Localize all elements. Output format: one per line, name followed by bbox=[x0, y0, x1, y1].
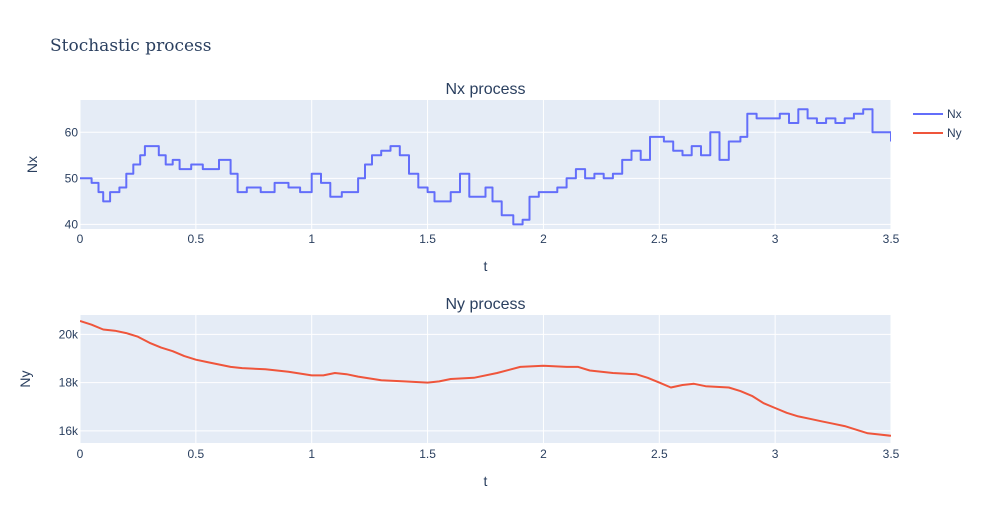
x-tick-label: 3 bbox=[772, 447, 779, 461]
x-tick-label: 0 bbox=[77, 447, 84, 461]
y-tick-label: 60 bbox=[65, 125, 79, 139]
x-tick-label: 2 bbox=[540, 447, 547, 461]
x-tick-label: 3 bbox=[772, 232, 779, 246]
x-tick-label: 2.5 bbox=[651, 232, 668, 246]
y-tick-label: 20k bbox=[59, 327, 79, 341]
plot-area bbox=[80, 315, 891, 443]
series-line-ny bbox=[80, 320, 891, 437]
plot-area bbox=[80, 100, 891, 229]
x-tick-label: 0 bbox=[77, 232, 84, 246]
x-tick-label: 1.5 bbox=[419, 447, 436, 461]
x-axis-title: t bbox=[484, 258, 488, 274]
legend-label-nx: Nx bbox=[947, 107, 962, 121]
x-tick-label: 1 bbox=[308, 232, 315, 246]
subplot-title: Ny process bbox=[445, 296, 525, 313]
nx-subplot: 0 0.5 1 1.5 2 2.5 3 3.5 40 50 60 Nx process t Nx bbox=[24, 81, 900, 274]
y-axis-title: Ny bbox=[17, 370, 33, 387]
x-tick-label: 1 bbox=[308, 447, 315, 461]
figure-title: Stochastic process bbox=[50, 36, 212, 56]
legend-label-ny: Ny bbox=[947, 126, 962, 140]
x-axis-title: t bbox=[484, 473, 488, 489]
x-tick-label: 3.5 bbox=[883, 232, 900, 246]
x-tick-label: 1.5 bbox=[419, 232, 436, 246]
ny-subplot: 0 0.5 1 1.5 2 2.5 3 3.5 16k 18k 20k Ny process t Ny bbox=[17, 296, 900, 489]
y-tick-label: 16k bbox=[59, 424, 79, 438]
x-tick-label: 0.5 bbox=[188, 232, 205, 246]
x-tick-label: 2 bbox=[540, 232, 547, 246]
x-tick-label: 0.5 bbox=[188, 447, 205, 461]
legend: Nx Ny bbox=[913, 107, 962, 140]
y-tick-label: 40 bbox=[65, 217, 79, 231]
x-tick-label: 3.5 bbox=[883, 447, 900, 461]
y-tick-label: 50 bbox=[65, 171, 79, 185]
x-tick-label: 2.5 bbox=[651, 447, 668, 461]
y-axis-title: Nx bbox=[24, 156, 40, 173]
series-line-nx bbox=[80, 108, 891, 226]
subplot-title: Nx process bbox=[445, 81, 525, 98]
y-tick-label: 18k bbox=[59, 376, 79, 390]
